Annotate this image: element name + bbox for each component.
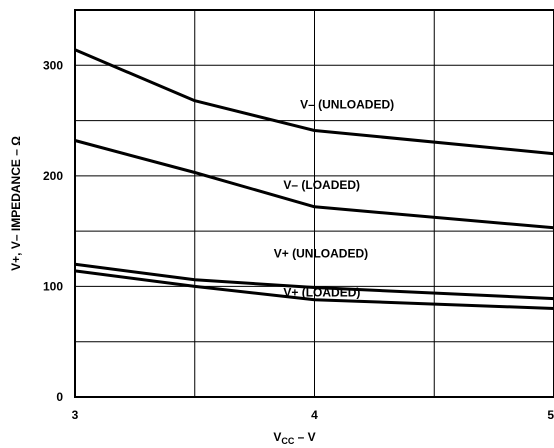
series-label-3: V+ (LOADED) [283,285,360,299]
series-line-3 [74,269,554,310]
series-label-1: V– (LOADED) [283,178,360,192]
series-labels: V– (UNLOADED) V– (LOADED) V+ (UNLOADED) V+ … [274,97,394,299]
grid [74,10,554,398]
series-lines [74,48,554,310]
y-tick-label: 100 [43,279,63,293]
series-line-1 [74,139,554,230]
x-tick-label: 3 [72,408,79,422]
y-axis-label: V+, V– IMPEDANCE – Ω [9,136,23,271]
series-label-0: V– (UNLOADED) [300,97,394,111]
series-line-2 [74,262,554,301]
y-tick-labels: 0 100 200 300 [43,58,63,404]
plot-frame [74,9,554,398]
x-axis-label: VCC – V [273,430,315,446]
series-line-0 [74,48,554,156]
y-tick-label: 200 [43,169,63,183]
x-tick-label: 4 [311,408,318,422]
x-tick-label: 5 [547,408,554,422]
y-tick-label: 0 [56,390,63,404]
x-tick-labels: 3 4 5 [72,408,554,422]
y-tick-label: 300 [43,58,63,72]
series-label-2: V+ (UNLOADED) [274,247,368,261]
